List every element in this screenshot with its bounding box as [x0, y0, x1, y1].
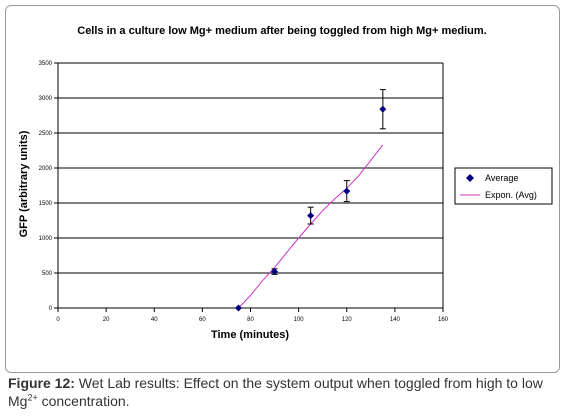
chart: Cells in a culture low Mg+ medium after … [18, 25, 553, 341]
x-tick-label-1: 20 [103, 317, 110, 323]
y-tick-label-1: 500 [42, 271, 53, 277]
data-point-3 [343, 187, 351, 195]
y-tick-label-7: 3500 [39, 61, 53, 67]
x-axis-label: Time (minutes) [211, 329, 289, 341]
legend-box [454, 167, 553, 205]
y-tick-label-0: 0 [49, 306, 53, 312]
y-tick-label-5: 2500 [39, 131, 53, 137]
legend-entry-average: Average [485, 173, 518, 183]
data-point-2 [307, 212, 315, 220]
caption-superscript: 2+ [27, 392, 38, 403]
x-tick-label-0: 0 [56, 317, 60, 323]
data-point-1 [271, 268, 279, 276]
y-tick-label-4: 2000 [39, 166, 53, 172]
y-tick-label-6: 3000 [39, 96, 53, 102]
x-tick-label-4: 80 [247, 317, 254, 323]
data-point-4 [379, 105, 387, 113]
x-tick-label-6: 120 [342, 317, 353, 323]
caption-label: Figure 12: [8, 375, 75, 391]
x-tick-label-3: 60 [199, 317, 206, 323]
x-tick-label-5: 100 [294, 317, 305, 323]
tick-labels: 0 500 1000 1500 2000 2500 3000 3500 0 20 40 60 80 100… [39, 61, 449, 323]
caption-text-end: concentration. [37, 393, 130, 409]
trendline-expon [238, 144, 384, 309]
y-tick-label-2: 1000 [39, 236, 53, 242]
y-axis-label: GFP (arbitrary units) [18, 130, 30, 237]
grid-layer [58, 62, 443, 274]
legend-entry-expon: Expon. (Avg) [485, 190, 537, 200]
figure-caption: Figure 12: Wet Lab results: Effect on th… [8, 374, 560, 410]
legend: Average Expon. (Avg) [454, 167, 553, 205]
x-tick-label-8: 160 [438, 317, 449, 323]
legend-marker-average [466, 174, 474, 182]
series-layer [234, 89, 387, 312]
axis-layer [54, 62, 444, 312]
chart-title: Cells in a culture low Mg+ medium after … [77, 25, 486, 37]
caption-text: Wet Lab results: Effect on the system ou… [8, 375, 543, 409]
x-tick-label-7: 140 [390, 317, 401, 323]
y-tick-label-3: 1500 [39, 201, 53, 207]
x-tick-label-2: 40 [151, 317, 158, 323]
data-point-0 [234, 304, 242, 312]
